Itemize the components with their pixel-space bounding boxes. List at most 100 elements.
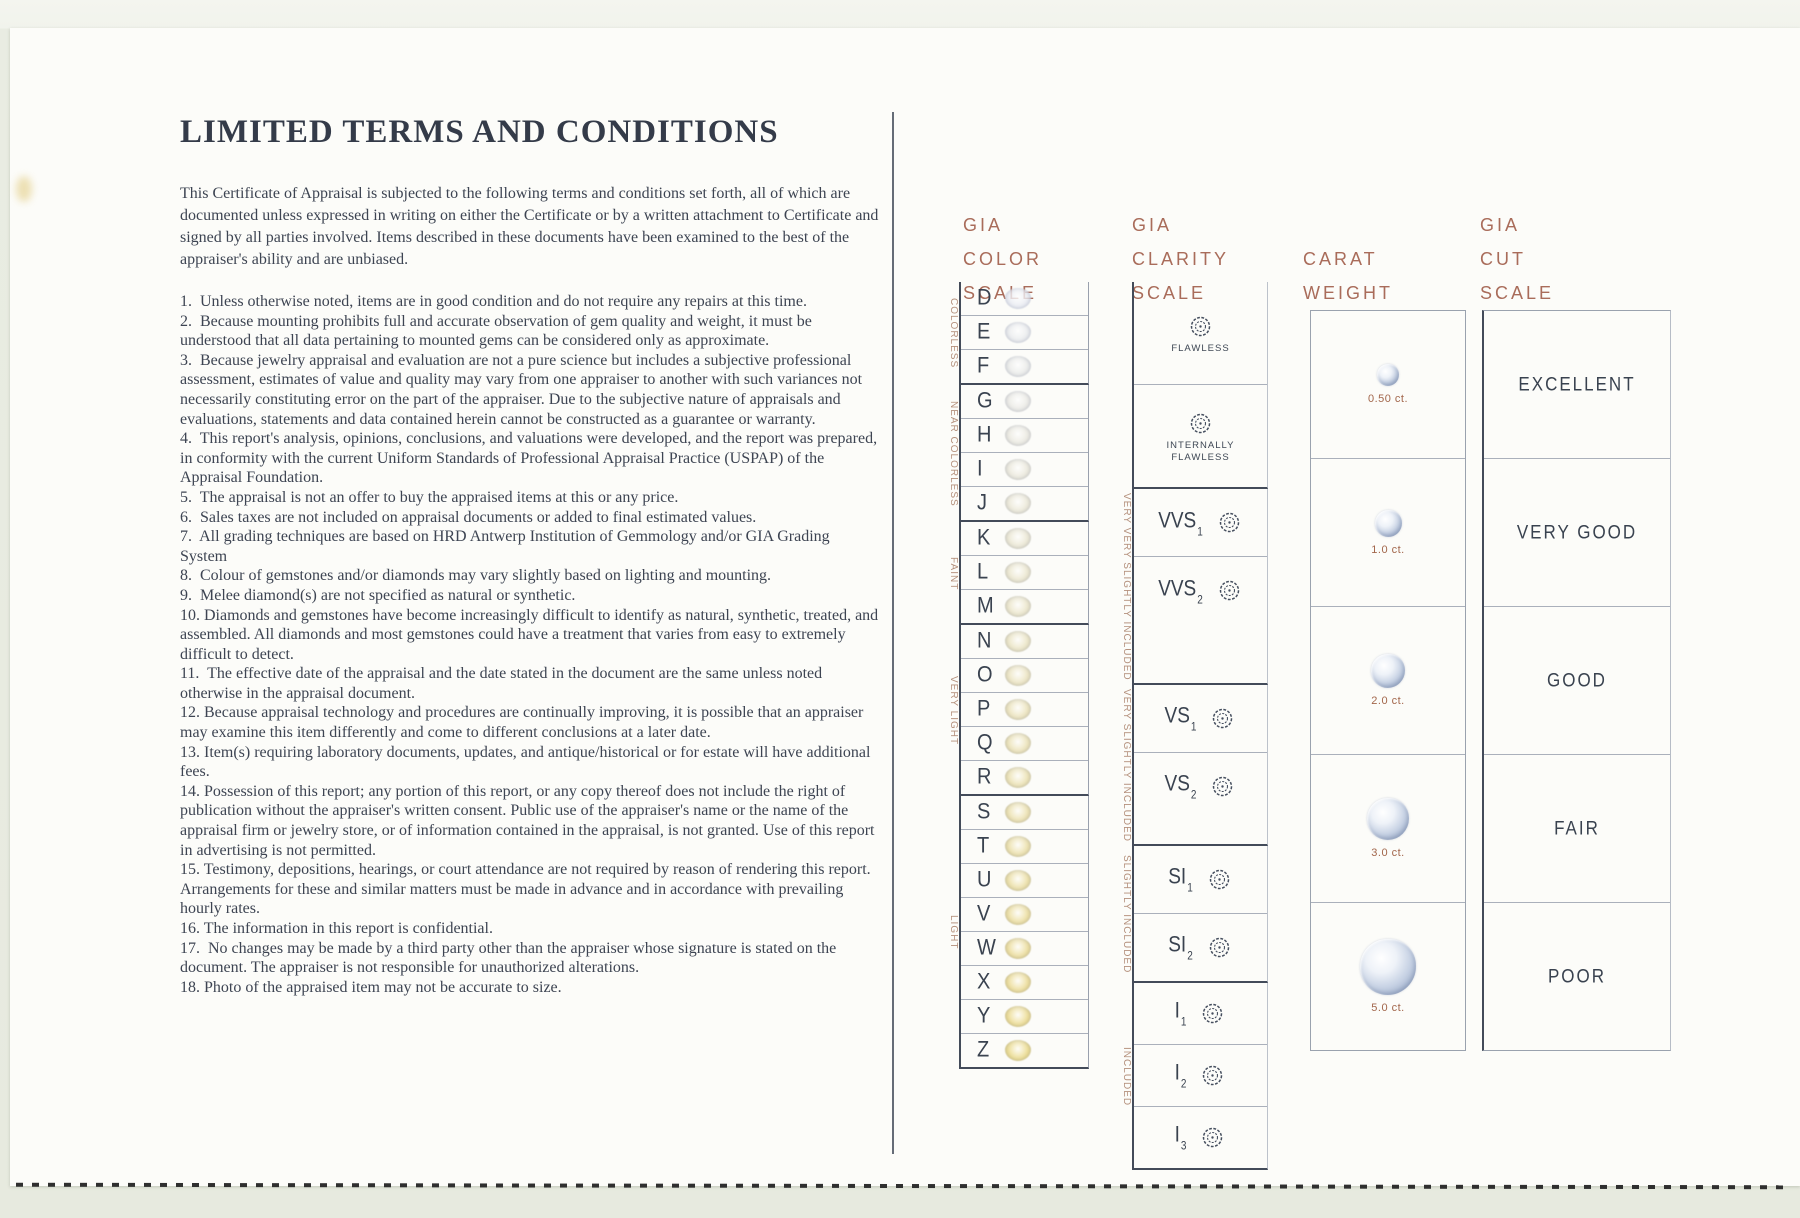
- clarity-caption: FLAWLESS: [1171, 342, 1230, 354]
- clarity-group-rows: I1: [1132, 982, 1268, 1170]
- color-grade-letter: Q: [977, 730, 993, 756]
- clarity-group-label: [1096, 282, 1132, 489]
- clarity-grade-label: VVS1: [1158, 509, 1203, 539]
- term-item: 16. The information in this report is co…: [180, 920, 493, 937]
- color-grade-letter: M: [977, 593, 994, 619]
- carat-weight-caption: 0.50 ct.: [1367, 393, 1409, 405]
- diamond-swatch-icon: [1005, 733, 1031, 754]
- color-grade-row: L: [961, 556, 1088, 590]
- diamond-swatch-icon: [1005, 356, 1031, 377]
- color-grade-letter: J: [977, 490, 987, 516]
- color-group: NEAR COLORLESS G H I: [903, 385, 1089, 522]
- clarity-diamond-icon: [1187, 314, 1214, 339]
- clarity-group-rows: FLAWLESS: [1132, 282, 1268, 489]
- term-item: 8. Colour of gemstones and/or diamonds m…: [180, 567, 772, 585]
- clarity-grade-row: I1: [1134, 983, 1267, 1045]
- clarity-grade-subscript: 2: [1197, 593, 1203, 607]
- diamond-swatch-icon: [1005, 1040, 1031, 1061]
- diamond-swatch-icon: [1005, 322, 1031, 343]
- cut-grade-label: VERY GOOD: [1516, 521, 1638, 543]
- color-grade-row: V: [961, 898, 1088, 932]
- clarity-grade-row: I2: [1134, 1045, 1267, 1107]
- carat-weight-caption: 1.0 ct.: [1371, 543, 1405, 556]
- clarity-group: FLAWLESS: [1096, 282, 1268, 489]
- clarity-grade-row: FLAWLESS: [1134, 282, 1267, 385]
- color-grade-row: R: [961, 761, 1088, 794]
- diamond-swatch-icon: [1005, 972, 1031, 993]
- clarity-grade-row: INTERNALLY FLAWLESS: [1134, 385, 1267, 487]
- carat-weight-header: CARAT WEIGHT: [1303, 242, 1393, 310]
- clarity-group: VERY VERY SLIGHTLY INCLUDED VVS1: [1096, 489, 1268, 685]
- diamond-photo-icon: [1367, 798, 1409, 840]
- carat-weight-cell: 5.0 ct.: [1311, 903, 1465, 1050]
- clarity-grade-row: VVS2: [1134, 557, 1267, 624]
- color-group-rows: G H I J: [959, 385, 1089, 522]
- diamond-swatch-icon: [1005, 938, 1031, 959]
- color-grade-row: O: [961, 659, 1088, 693]
- header-line: SCALE: [1480, 283, 1555, 303]
- intro-paragraph: This Certificate of Appraisal is subject…: [180, 185, 883, 268]
- color-grade-letter: G: [977, 388, 993, 414]
- clarity-scale-header: GIA CLARITY SCALE: [1132, 208, 1229, 310]
- clarity-group-label: VERY SLIGHTLY INCLUDED: [1121, 688, 1132, 842]
- header-line: SCALE: [1132, 283, 1207, 303]
- color-grade-letter: S: [977, 799, 991, 825]
- diamond-swatch-icon: [1005, 904, 1031, 925]
- color-grade-letter: L: [977, 559, 989, 585]
- clarity-grade-text: I: [1174, 1123, 1180, 1148]
- clarity-diamond-icon: [1206, 935, 1233, 960]
- clarity-grade-text: VS: [1164, 704, 1190, 729]
- carat-weight-cell: 1.0 ct.: [1311, 459, 1465, 607]
- diamond-swatch-icon: [1005, 870, 1031, 891]
- color-grade-letter: Y: [977, 1003, 991, 1029]
- color-scale-table: COLORLESS D E F: [903, 282, 1089, 1069]
- cut-grade-label: FAIR: [1554, 817, 1600, 839]
- color-grade-letter: I: [977, 456, 983, 482]
- term-item: 9. Melee diamond(s) are not specified as…: [180, 586, 576, 604]
- clarity-group: INCLUDED I1: [1096, 982, 1268, 1170]
- cut-grade-cell: GOOD: [1484, 607, 1670, 755]
- cut-scale-table: EXCELLENT VERY GOOD GOOD FAIR POOR: [1482, 310, 1671, 1051]
- clarity-grade-subscript: 1: [1197, 525, 1203, 539]
- color-group: COLORLESS D E F: [903, 282, 1089, 385]
- color-grade-row: X: [961, 966, 1088, 1000]
- color-grade-row: J: [961, 487, 1088, 520]
- color-group: VERY LIGHT N O P: [903, 625, 1089, 796]
- color-grade-letter: V: [977, 901, 991, 927]
- cut-grade-label: EXCELLENT: [1518, 373, 1636, 395]
- clarity-grade-label: I1: [1175, 999, 1187, 1029]
- diamond-swatch-icon: [1005, 699, 1031, 720]
- clarity-grade-label: VS2: [1164, 772, 1197, 802]
- cut-grade-cell: POOR: [1484, 903, 1670, 1050]
- color-grade-row: H: [961, 419, 1088, 453]
- color-grade-row: T: [961, 830, 1088, 864]
- document-page: LIMITED TERMS AND CONDITIONS This Certif…: [10, 28, 1800, 1186]
- clarity-grade-text: VS: [1164, 772, 1190, 797]
- scan-stain: [16, 176, 32, 202]
- carat-weight-table: 0.50 ct. 1.0 ct. 2.0 ct. 3.0 ct. 5.0 ct.: [1310, 310, 1466, 1051]
- color-group-label: LIGHT: [948, 915, 959, 950]
- diamond-swatch-icon: [1005, 391, 1031, 412]
- color-grade-letter: U: [977, 867, 992, 893]
- header-line: CLARITY: [1132, 249, 1230, 269]
- diamond-swatch-icon: [1005, 459, 1031, 480]
- term-item: 10. Diamonds and gemstones have become i…: [180, 606, 883, 663]
- clarity-diamond-icon: [1199, 1001, 1226, 1026]
- color-grade-row: W: [961, 932, 1088, 966]
- color-grade-letter: D: [977, 285, 992, 311]
- color-grade-row: I: [961, 453, 1088, 487]
- color-grade-row: Q: [961, 727, 1088, 761]
- color-grade-letter: W: [977, 935, 996, 961]
- color-grade-letter: K: [977, 525, 991, 551]
- clarity-group-rows: VS1: [1132, 684, 1268, 846]
- color-grade-letter: T: [977, 833, 990, 859]
- clarity-grade-text: SI: [1168, 933, 1187, 958]
- color-grade-letter: E: [977, 319, 991, 345]
- diamond-swatch-icon: [1005, 836, 1031, 857]
- clarity-diamond-icon: [1206, 867, 1233, 892]
- header-line: WEIGHT: [1303, 283, 1393, 303]
- diamond-swatch-icon: [1005, 1006, 1031, 1027]
- clarity-grade-text: VVS: [1158, 576, 1197, 601]
- term-item: 18. Photo of the appraised item may not …: [180, 978, 562, 996]
- clarity-grade-subscript: 2: [1180, 1078, 1187, 1092]
